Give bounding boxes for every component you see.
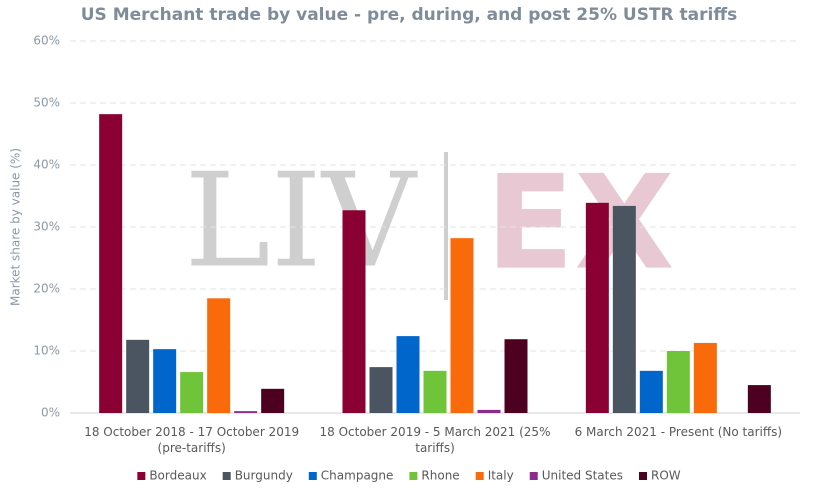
y-tick-label: 10% (33, 344, 60, 358)
legend-label: ROW (651, 469, 681, 483)
chart-title: US Merchant trade by value - pre, during… (81, 5, 738, 25)
bar (261, 388, 285, 413)
legend-label: United States (542, 469, 623, 483)
bar (207, 298, 231, 413)
bar (99, 114, 123, 413)
bar (153, 349, 177, 413)
y-tick-label: 0% (41, 406, 60, 420)
x-tick-label: 18 October 2019 - 5 March 2021 (25% tarif… (320, 425, 551, 455)
legend-item: Italy (475, 469, 514, 483)
bar (639, 370, 663, 413)
bar (666, 351, 690, 413)
bar (450, 238, 474, 413)
legend-swatch (222, 472, 231, 480)
legend-item: Burgundy (222, 469, 293, 483)
x-tick-label: 18 October 2018 - 17 October 2019 (pre-ta… (84, 425, 299, 455)
legend-label: Bordeaux (149, 469, 206, 483)
legend-label: Italy (488, 469, 514, 483)
y-tick-label: 50% (33, 96, 60, 110)
bar (423, 370, 447, 413)
legend-label: Burgundy (235, 469, 293, 483)
legend-swatch (475, 472, 484, 480)
legend-swatch (308, 472, 317, 480)
bar (477, 409, 501, 413)
bar (693, 342, 717, 413)
bar (747, 385, 771, 413)
legend-swatch (529, 472, 538, 480)
bar (585, 202, 609, 413)
legend-label: Champagne (321, 469, 394, 483)
y-tick-label: 30% (33, 220, 60, 234)
legend-swatch (409, 472, 418, 480)
legend-label: Rhone (421, 469, 459, 483)
legend-item: ROW (639, 469, 681, 483)
y-axis-title: Market share by value (%) (9, 148, 23, 306)
bar (612, 205, 636, 413)
watermark: LIV (184, 145, 418, 297)
bar (396, 336, 420, 413)
bar (234, 411, 258, 413)
bar (369, 367, 393, 413)
legend-swatch (137, 472, 146, 480)
watermark: EX (485, 147, 674, 299)
bar (504, 339, 528, 413)
legend-swatch (639, 472, 648, 480)
legend-item: United States (529, 469, 623, 483)
legend-item: Champagne (308, 469, 394, 483)
y-tick-label: 40% (33, 158, 60, 172)
x-tick-label: 6 March 2021 - Present (No tariffs) (575, 425, 783, 439)
y-tick-label: 60% (33, 34, 60, 48)
bar (342, 210, 366, 413)
y-tick-label: 20% (33, 282, 60, 296)
bar (126, 339, 150, 413)
legend-item: Rhone (409, 469, 460, 483)
bar (180, 372, 204, 413)
legend-item: Bordeaux (137, 469, 207, 483)
